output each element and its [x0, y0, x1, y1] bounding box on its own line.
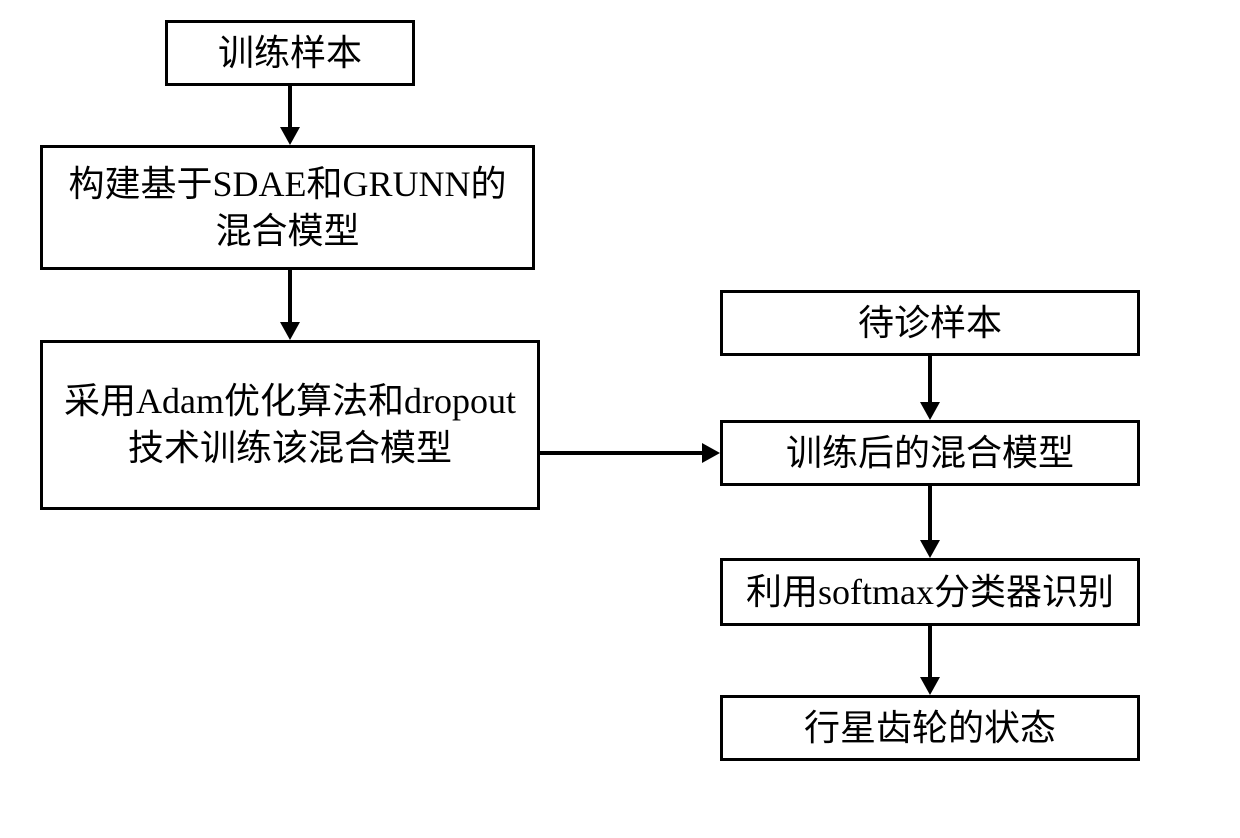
node-label: 构建基于SDAE和GRUNN的混合模型: [55, 161, 520, 255]
node-label: 采用Adam优化算法和dropout技术训练该混合模型: [55, 378, 525, 472]
node-build-model: 构建基于SDAE和GRUNN的混合模型: [40, 145, 535, 270]
node-label: 待诊样本: [858, 300, 1002, 347]
arrow-head-icon: [920, 540, 940, 558]
node-softmax-classifier: 利用softmax分类器识别: [720, 558, 1140, 626]
node-trained-model: 训练后的混合模型: [720, 420, 1140, 486]
node-gear-state: 行星齿轮的状态: [720, 695, 1140, 761]
arrow-head-icon: [920, 677, 940, 695]
node-diagnosis-sample: 待诊样本: [720, 290, 1140, 356]
arrow-line: [928, 626, 932, 677]
arrow-line: [928, 356, 932, 402]
node-label: 利用softmax分类器识别: [746, 569, 1114, 616]
arrow-head-icon: [280, 127, 300, 145]
node-label: 训练样本: [218, 30, 362, 77]
arrow-line: [288, 270, 292, 322]
arrow-line: [928, 486, 932, 540]
node-training-sample: 训练样本: [165, 20, 415, 86]
node-train-model: 采用Adam优化算法和dropout技术训练该混合模型: [40, 340, 540, 510]
arrow-head-icon: [280, 322, 300, 340]
arrow-head-icon: [702, 443, 720, 463]
arrow-line: [540, 451, 702, 455]
node-label: 行星齿轮的状态: [804, 705, 1056, 752]
node-label: 训练后的混合模型: [786, 430, 1074, 477]
arrow-head-icon: [920, 402, 940, 420]
arrow-line: [288, 86, 292, 128]
